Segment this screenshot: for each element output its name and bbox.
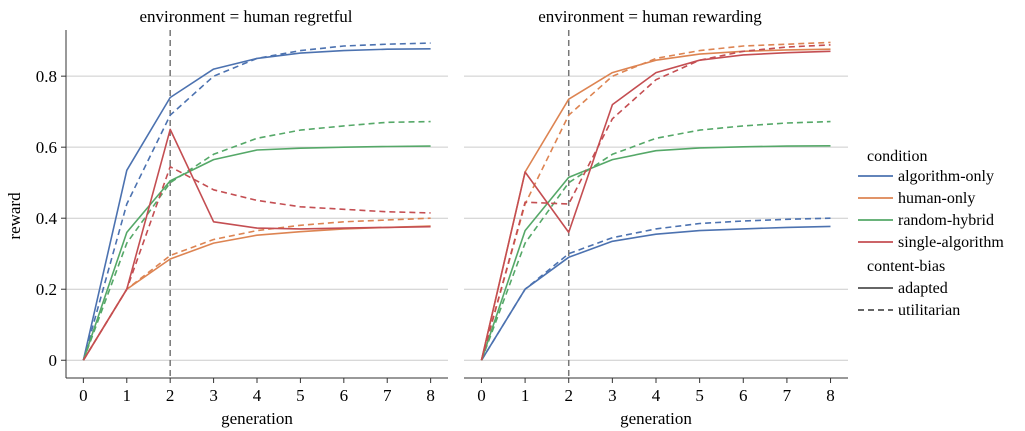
- x-tick-label: 0: [79, 386, 88, 405]
- x-tick-label: 1: [521, 386, 530, 405]
- x-tick-label: 5: [695, 386, 704, 405]
- series-human-only-adapted: [82, 225, 431, 361]
- legend-title-condition: condition: [867, 148, 927, 165]
- x-tick-label: 7: [783, 386, 792, 405]
- x-tick-label: 1: [123, 386, 132, 405]
- y-tick-label: 0.4: [36, 209, 58, 228]
- x-tick-label: 2: [564, 386, 573, 405]
- legend-label-algorithm-only: algorithm-only: [898, 168, 994, 185]
- series-random-hybrid-utilitarian: [82, 120, 431, 361]
- series-single-algorithm-utilitarian: [82, 165, 431, 361]
- series-random-hybrid-adapted: [82, 145, 431, 361]
- x-tick-label: 6: [739, 386, 748, 405]
- x-tick-label: 0: [477, 386, 486, 405]
- x-tick-label: 8: [426, 386, 435, 405]
- x-tick-label: 7: [383, 386, 392, 405]
- series-single-algorithm-utilitarian: [480, 44, 831, 361]
- series-random-hybrid-adapted: [480, 145, 831, 361]
- series-algorithm-only-adapted: [82, 48, 431, 361]
- x-axis-label: generation: [221, 409, 293, 428]
- y-tick-label: 0: [49, 351, 58, 370]
- series-algorithm-only-utilitarian: [480, 217, 831, 361]
- y-tick-label: 0.6: [36, 138, 57, 157]
- y-tick-label: 0.2: [36, 280, 57, 299]
- series-human-only-utilitarian: [82, 217, 431, 361]
- series-random-hybrid-utilitarian: [480, 120, 831, 361]
- legend-label-utilitarian: utilitarian: [898, 302, 960, 319]
- legend-label-random-hybrid: random-hybrid: [898, 212, 994, 229]
- x-tick-label: 2: [166, 386, 175, 405]
- x-axis-label: generation: [620, 409, 692, 428]
- x-tick-label: 4: [253, 386, 262, 405]
- x-tick-label: 5: [296, 386, 305, 405]
- y-axis-label: reward: [5, 192, 24, 240]
- series-single-algorithm-adapted: [82, 128, 431, 361]
- series-human-only-utilitarian: [480, 41, 831, 361]
- series-algorithm-only-utilitarian: [82, 42, 431, 361]
- x-tick-label: 3: [209, 386, 218, 405]
- series-human-only-adapted: [480, 48, 831, 361]
- panel-title-human-regretful: environment = human regretful: [139, 7, 352, 26]
- panel-title-human-rewarding: environment = human rewarding: [538, 7, 762, 26]
- x-tick-label: 4: [652, 386, 661, 405]
- legend-label-adapted: adapted: [898, 280, 948, 297]
- legend: condition algorithm-only human-only random…: [858, 148, 1004, 319]
- x-tick-label: 6: [340, 386, 349, 405]
- x-tick-label: 3: [608, 386, 617, 405]
- panel-human-regretful: environment = human regretful 0 0.2 0.4 0.6…: [36, 7, 448, 428]
- legend-label-human-only: human-only: [898, 190, 975, 207]
- y-tick-label: 0.8: [36, 67, 57, 86]
- x-tick-label: 8: [826, 386, 835, 405]
- legend-title-content-bias: content-bias: [867, 258, 945, 275]
- series-single-algorithm-adapted: [480, 50, 831, 361]
- legend-label-single-algorithm: single-algorithm: [898, 234, 1004, 251]
- series-algorithm-only-adapted: [480, 225, 831, 361]
